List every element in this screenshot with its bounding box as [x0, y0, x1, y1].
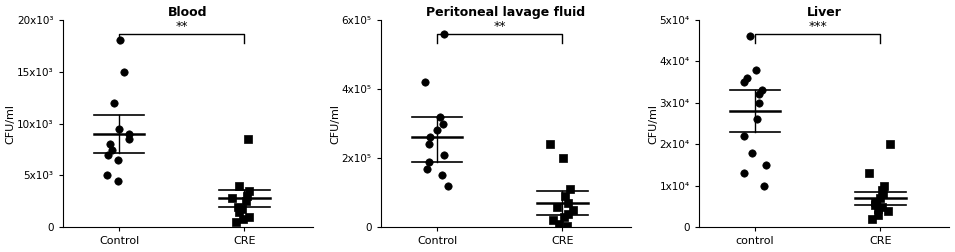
- Point: [242, 189, 257, 193]
- Point: [758, 163, 774, 167]
- Point: [112, 127, 127, 131]
- Point: [419, 167, 435, 171]
- Point: [110, 158, 125, 162]
- Point: [231, 205, 246, 209]
- Point: [558, 194, 573, 198]
- Point: [552, 222, 567, 226]
- Point: [875, 205, 890, 209]
- Point: [421, 160, 436, 164]
- Text: ***: ***: [808, 20, 827, 33]
- Point: [736, 134, 752, 138]
- Point: [224, 196, 240, 200]
- Point: [561, 201, 576, 205]
- Point: [542, 142, 558, 146]
- Point: [870, 207, 885, 211]
- Point: [121, 137, 137, 141]
- Point: [231, 210, 246, 214]
- Point: [751, 101, 766, 105]
- Point: [242, 215, 257, 219]
- Point: [864, 217, 880, 221]
- Point: [560, 224, 575, 228]
- Text: **: **: [176, 20, 188, 33]
- Point: [430, 129, 445, 133]
- Point: [744, 151, 759, 155]
- Point: [102, 142, 117, 146]
- Point: [422, 142, 437, 146]
- Point: [113, 39, 128, 43]
- Point: [871, 213, 886, 217]
- Point: [436, 32, 452, 36]
- Y-axis label: CFU/ml: CFU/ml: [330, 104, 340, 144]
- Title: Peritoneal lavage fluid: Peritoneal lavage fluid: [427, 6, 585, 19]
- Point: [546, 218, 562, 223]
- Point: [873, 196, 888, 200]
- Point: [562, 187, 578, 191]
- Point: [422, 135, 437, 139]
- Point: [241, 137, 256, 141]
- Y-axis label: CFU/ml: CFU/ml: [648, 104, 658, 144]
- Title: Blood: Blood: [168, 6, 208, 19]
- Point: [565, 208, 581, 212]
- Point: [435, 173, 450, 177]
- Point: [111, 179, 126, 183]
- Point: [555, 156, 570, 160]
- Point: [235, 207, 250, 211]
- Point: [435, 121, 451, 125]
- Point: [104, 147, 119, 151]
- Point: [861, 171, 877, 175]
- Point: [874, 188, 889, 192]
- Point: [881, 209, 896, 213]
- Point: [867, 201, 882, 205]
- Point: [417, 80, 433, 84]
- Point: [238, 199, 253, 203]
- Point: [106, 101, 121, 105]
- Point: [876, 192, 891, 196]
- Point: [549, 205, 564, 209]
- Point: [882, 142, 898, 146]
- Point: [748, 68, 763, 72]
- Title: Liver: Liver: [807, 6, 841, 19]
- Point: [239, 194, 254, 198]
- Point: [561, 212, 576, 216]
- Point: [231, 184, 246, 188]
- Point: [750, 117, 765, 121]
- Point: [742, 34, 757, 38]
- Point: [752, 92, 767, 97]
- Text: **: **: [494, 20, 506, 33]
- Point: [556, 215, 571, 219]
- Point: [740, 76, 755, 80]
- Point: [433, 115, 448, 119]
- Point: [100, 153, 116, 157]
- Point: [435, 153, 451, 157]
- Point: [99, 173, 115, 177]
- Point: [877, 184, 892, 188]
- Point: [754, 88, 770, 92]
- Point: [736, 80, 752, 84]
- Point: [756, 184, 772, 188]
- Y-axis label: CFU/ml: CFU/ml: [6, 104, 15, 144]
- Point: [736, 171, 752, 175]
- Point: [235, 217, 250, 221]
- Point: [228, 220, 244, 224]
- Point: [117, 70, 132, 74]
- Point: [441, 184, 456, 188]
- Point: [868, 203, 883, 207]
- Point: [121, 132, 137, 136]
